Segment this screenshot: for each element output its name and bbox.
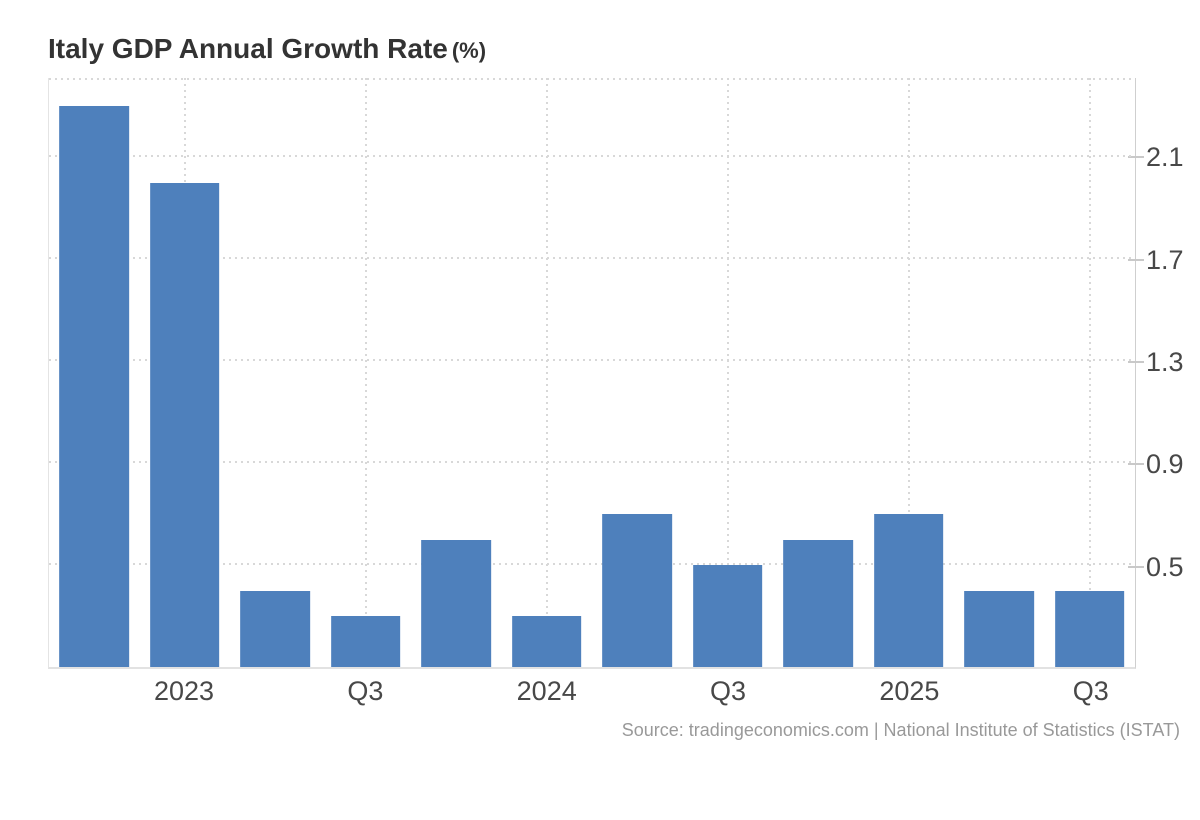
x-axis-label-empty <box>411 675 502 707</box>
x-axis: 2023 Q3 2024 Q3 2025 Q3 <box>48 675 1136 707</box>
x-axis-label-empty <box>229 675 320 707</box>
bar-2024-q4 <box>783 539 854 667</box>
plot-area <box>48 78 1136 669</box>
y-axis-tick <box>1128 360 1144 363</box>
gridline-horizontal <box>49 257 1135 260</box>
bar-2023-q2 <box>240 590 311 667</box>
bar-2025-q1 <box>873 514 944 667</box>
x-axis-label: 2025 <box>879 676 940 706</box>
gridline-horizontal <box>49 359 1135 362</box>
y-axis-label: 0.5 <box>1146 551 1184 582</box>
bar-slot <box>502 78 593 667</box>
bar-2023-q4 <box>421 539 492 667</box>
bar-slot <box>864 78 955 667</box>
bar-slot <box>954 78 1045 667</box>
bar-slot <box>49 78 140 667</box>
x-axis-label: Q3 <box>347 676 384 706</box>
gridline-vertical <box>364 78 367 667</box>
gridline-vertical <box>545 78 548 667</box>
bar-slot <box>140 78 231 667</box>
bar-slot <box>230 78 321 667</box>
gridline-horizontal <box>49 155 1135 158</box>
bar-2025-q3 <box>1054 590 1125 667</box>
bar-slot <box>1045 78 1136 667</box>
gridline-vertical <box>907 78 910 667</box>
bar-slot <box>321 78 412 667</box>
gridline-vertical <box>1088 78 1091 667</box>
y-axis-label: 1.3 <box>1146 346 1184 377</box>
x-axis-label: Q3 <box>1072 676 1109 706</box>
bar-2024-q3 <box>692 565 763 667</box>
bar-2023-q1 <box>149 182 220 667</box>
y-axis-label: 1.7 <box>1146 244 1184 275</box>
y-axis-label: 0.9 <box>1146 449 1184 480</box>
bar-2024-q2 <box>602 514 673 667</box>
y-axis-tick <box>1128 156 1144 159</box>
x-axis-label-empty <box>592 675 683 707</box>
bar-slot <box>773 78 864 667</box>
x-axis-label: 2023 <box>153 676 215 706</box>
bar-2025-q2 <box>964 590 1035 667</box>
bar-2024-q1 <box>511 616 582 667</box>
chart-title-unit: (%) <box>451 38 487 63</box>
x-axis-label: Q3 <box>710 676 747 706</box>
bar-2023-q3 <box>330 616 401 667</box>
x-axis-label-empty <box>773 675 864 707</box>
gridline-horizontal <box>49 461 1135 464</box>
x-axis-label-empty <box>48 675 139 707</box>
source-attribution: Source: tradingeconomics.com | National … <box>621 720 1180 740</box>
bar-slot <box>592 78 683 667</box>
y-axis-label: 2.1 <box>1146 142 1184 173</box>
bar-slot <box>683 78 774 667</box>
y-axis-tick <box>1128 258 1144 261</box>
x-axis-label-empty <box>955 675 1046 707</box>
gridline-vertical <box>726 78 729 667</box>
chart-title: Italy GDP Annual Growth Rate (%) <box>48 32 486 68</box>
chart-title-text: Italy GDP Annual Growth Rate <box>48 33 448 64</box>
y-axis-tick <box>1128 463 1144 466</box>
x-axis-label: 2024 <box>516 676 577 706</box>
bar-slot <box>411 78 502 667</box>
bar-2022-q4 <box>59 106 130 667</box>
gridline-horizontal <box>49 563 1135 566</box>
y-axis-tick <box>1128 565 1144 568</box>
